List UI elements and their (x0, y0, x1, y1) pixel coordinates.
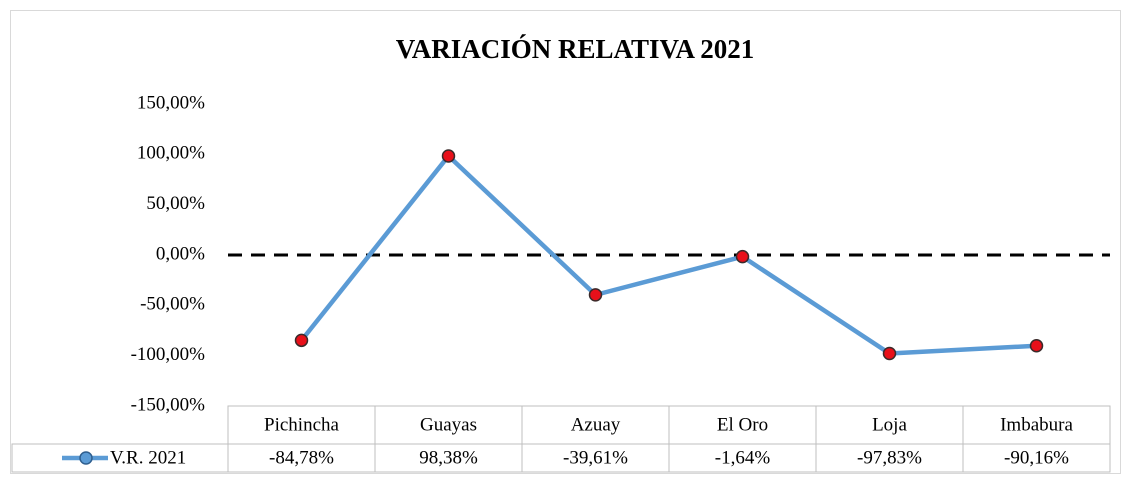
x-tick-label: Azuay (571, 414, 621, 435)
x-tick-label: Loja (872, 414, 907, 435)
y-tick-label: -150,00% (131, 394, 206, 415)
y-tick-label: -100,00% (131, 344, 206, 365)
chart-title: VARIACIÓN RELATIVA 2021 (396, 34, 755, 64)
data-label: -97,83% (857, 447, 922, 468)
y-tick-label: 50,00% (146, 193, 205, 214)
y-tick-label: 100,00% (137, 143, 205, 164)
table-cell (962, 443, 1111, 473)
x-tick-label: Imbabura (1000, 414, 1073, 435)
marker (588, 288, 603, 302)
y-tick-label: 150,00% (137, 92, 205, 113)
data-label: 98,38% (419, 447, 478, 468)
chart-border (10, 10, 1121, 474)
data-label: -90,16% (1004, 447, 1069, 468)
y-tick-label: 0,00% (156, 243, 205, 264)
legend-label: V.R. 2021 (110, 447, 186, 468)
marker (882, 346, 897, 361)
legend-marker (79, 451, 93, 465)
x-tick-label: Guayas (420, 414, 477, 435)
marker (294, 333, 309, 348)
y-tick-label: -50,00% (140, 294, 205, 315)
marker (441, 149, 456, 163)
data-label: -84,78% (269, 447, 334, 468)
data-label: -1,64% (715, 447, 771, 468)
marker (1029, 339, 1044, 353)
data-label: -39,61% (563, 447, 628, 468)
series-line (299, 153, 1037, 356)
x-tick-label: El Oro (717, 414, 768, 435)
marker (735, 249, 750, 264)
x-tick-label: Pichincha (264, 414, 339, 435)
